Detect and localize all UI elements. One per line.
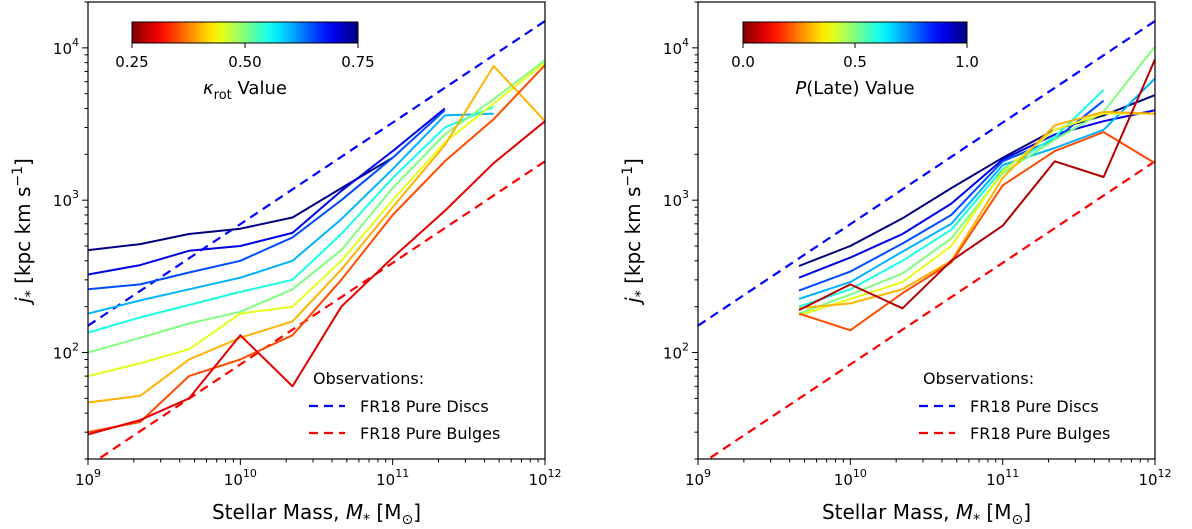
colorbar-label: P(Late) Value [795, 78, 914, 99]
x-tick-label: 1010 [224, 467, 257, 489]
fr18-pure-discs-line [698, 20, 1155, 327]
x-tick-label: 109 [75, 467, 101, 489]
legend-title: Observations: [923, 369, 1034, 388]
x-tick-label: 1012 [1138, 467, 1171, 489]
series-line-10 [798, 58, 1155, 311]
x-tick-label: 1011 [376, 467, 409, 489]
legend-label: FR18 Pure Discs [970, 397, 1099, 416]
fr18-pure-bulges-line [706, 160, 1155, 459]
colorbar-label: κrot Value [203, 78, 287, 103]
y-tick-label: 102 [663, 341, 689, 363]
panel-2: 109 1010 1011 1012 102 103 104 Stellar Mass, M*… [620, 1, 1172, 528]
x-tick-label: 1010 [834, 467, 867, 489]
series-line-2 [88, 107, 446, 276]
axes-frame [697, 1, 1156, 460]
colorbar-tick-label: 0.0 [731, 53, 755, 71]
series-line-1 [798, 94, 1155, 267]
plot-area [698, 20, 1155, 459]
y-axis-title: j* [kpc km s−1] [10, 158, 39, 306]
series-line-7 [88, 61, 545, 378]
colorbar-gradient [131, 21, 359, 44]
colorbar: 0.0 0.5 1.0 P(Late) Value [731, 21, 979, 99]
y-tick-label: 103 [53, 188, 79, 210]
legend: Observations: FR18 Pure Discs FR18 Pure Bu… [919, 369, 1110, 443]
plot-area [88, 20, 545, 459]
series-line-2 [798, 109, 1155, 279]
legend-label: FR18 Pure Discs [360, 397, 489, 416]
y-tick-label: 102 [53, 341, 79, 363]
series-line-3 [88, 109, 446, 291]
ticks [82, 1, 546, 465]
colorbar: 0.25 0.50 0.75 κrot Value [115, 21, 375, 103]
fr18-pure-discs-line [88, 20, 545, 327]
colorbar-tick-label: 0.25 [115, 53, 148, 71]
colorbar-gradient [742, 21, 968, 44]
fr18-pure-bulges-line [96, 160, 545, 459]
series-line-10 [88, 120, 545, 436]
x-tick-label: 1012 [528, 467, 561, 489]
series-line-5 [88, 105, 494, 334]
series-line-4 [798, 77, 1155, 300]
panel-1: 109 1010 1011 1012 102 103 104 Stellar Mass, M*… [10, 1, 562, 528]
y-axis-title: j* [kpc km s−1] [620, 158, 649, 306]
y-tick-label: 104 [663, 36, 689, 58]
colorbar-tick-label: 1.0 [955, 53, 979, 71]
series-line-1 [88, 156, 394, 252]
series-line-8 [88, 65, 545, 404]
colorbar-tick-label: 0.75 [341, 53, 374, 71]
series-line-4 [88, 112, 494, 315]
series-line-9 [88, 64, 545, 434]
ticks [692, 1, 1156, 465]
axes-frame [87, 1, 546, 460]
y-tick-label: 103 [663, 188, 689, 210]
x-axis-title: Stellar Mass, M* [M⊙] [212, 500, 421, 528]
series-line-9 [798, 131, 1155, 332]
legend-label: FR18 Pure Bulges [360, 424, 500, 443]
legend-title: Observations: [313, 369, 424, 388]
x-tick-label: 1011 [986, 467, 1019, 489]
series-line-7 [798, 112, 1155, 317]
x-axis-title: Stellar Mass, M* [M⊙] [822, 500, 1031, 528]
x-tick-label: 109 [685, 467, 711, 489]
series-line-8 [798, 110, 1155, 310]
colorbar-tick-label: 0.50 [228, 53, 261, 71]
series-line-5 [798, 89, 1105, 308]
y-tick-label: 104 [53, 36, 79, 58]
legend-label: FR18 Pure Bulges [970, 424, 1110, 443]
legend: Observations: FR18 Pure Discs FR18 Pure Bu… [309, 369, 500, 443]
colorbar-tick-label: 0.5 [843, 53, 867, 71]
series-line-6 [88, 59, 545, 354]
